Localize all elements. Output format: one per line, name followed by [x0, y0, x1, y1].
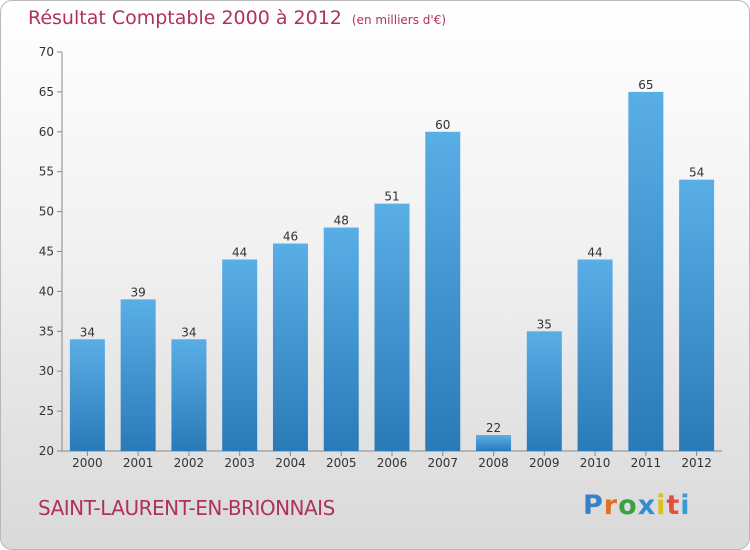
y-tick-label: 65 [39, 85, 54, 99]
bar [374, 203, 410, 451]
chart-title: Résultat Comptable 2000 à 2012 (en millie… [28, 7, 446, 29]
bar-value-label: 44 [587, 245, 602, 259]
x-tick-label: 2004 [275, 456, 306, 470]
y-tick-label: 60 [39, 125, 54, 139]
bar-value-label: 35 [537, 317, 552, 331]
bar-value-label: 34 [181, 325, 196, 339]
x-tick-label: 2010 [580, 456, 611, 470]
chart-title-text: Résultat Comptable 2000 à 2012 [28, 7, 342, 29]
bar [222, 259, 258, 451]
x-tick-label: 2000 [72, 456, 103, 470]
bar [272, 243, 308, 451]
logo-letter: P [583, 490, 604, 521]
logo-letter: r [603, 490, 619, 521]
x-tick-label: 2001 [123, 456, 154, 470]
x-tick-label: 2003 [224, 456, 255, 470]
x-tick-label: 2009 [529, 456, 560, 470]
x-tick-label: 2007 [427, 456, 458, 470]
proxiti-logo: Proxiti [583, 490, 691, 521]
bar-chart: 20 25 30 35 40 45 50 55 60 65 70 34 2000 39 2001 34 2002… [39, 45, 722, 470]
x-tick-label: 2006 [377, 456, 408, 470]
bar-value-label: 54 [689, 166, 704, 180]
bar-value-label: 44 [232, 245, 247, 259]
chart-unit-subtitle: (en milliers d'€) [351, 13, 447, 27]
x-tick-label: 2005 [326, 456, 357, 470]
bar [323, 227, 359, 451]
x-tick-label: 2008 [478, 456, 509, 470]
logo-letter: i [680, 490, 691, 521]
bar [679, 179, 715, 451]
logo-letter: x [637, 490, 657, 521]
bar-value-label: 60 [435, 118, 450, 132]
bar [476, 435, 512, 451]
bar [120, 299, 156, 451]
bar-value-label: 51 [384, 190, 399, 204]
bar [577, 259, 613, 451]
y-tick-label: 50 [39, 205, 54, 219]
bar-value-label: 39 [131, 285, 146, 299]
commune-name: SAINT-LAURENT-EN-BRIONNAIS [38, 496, 335, 520]
bar-value-label: 48 [334, 214, 349, 228]
bar-value-label: 65 [638, 78, 653, 92]
bar [526, 331, 562, 451]
y-tick-label: 25 [39, 404, 54, 418]
logo-letter: i [656, 490, 667, 521]
bar [628, 91, 664, 452]
logo-letter: o [618, 490, 638, 521]
y-tick-label: 30 [39, 364, 54, 378]
bar-value-label: 22 [486, 421, 501, 435]
y-tick-label: 45 [39, 245, 54, 259]
y-tick-label: 55 [39, 165, 54, 179]
bar [425, 131, 461, 452]
y-tick-label: 40 [39, 284, 54, 298]
y-tick-label: 70 [39, 45, 54, 59]
x-tick-label: 2012 [681, 456, 712, 470]
bar [171, 339, 207, 451]
bar-value-label: 46 [283, 230, 298, 244]
logo-letter: t [666, 490, 681, 521]
bar [69, 339, 105, 451]
x-tick-label: 2002 [174, 456, 205, 470]
x-tick-label: 2011 [631, 456, 662, 470]
bar-value-label: 34 [80, 325, 95, 339]
y-tick-label: 20 [39, 444, 54, 458]
y-tick-label: 35 [39, 324, 54, 338]
